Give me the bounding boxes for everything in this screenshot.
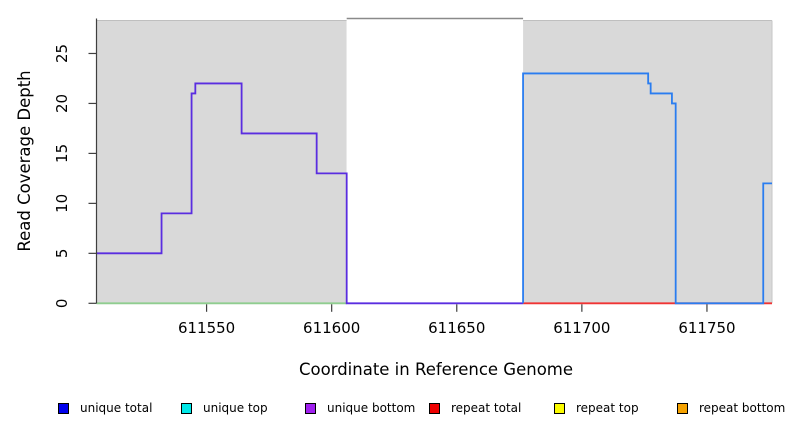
y-tick-label: 0 bbox=[53, 299, 71, 309]
y-tick-label: 15 bbox=[53, 144, 71, 163]
y-tick-label: 20 bbox=[53, 94, 71, 113]
x-axis-title: Coordinate in Reference Genome bbox=[299, 360, 573, 379]
series-unique-coverage-left-block bbox=[96, 82, 524, 305]
x-tick-label: 611650 bbox=[428, 319, 485, 337]
unshaded-region-middle bbox=[346, 20, 524, 304]
shaded-region-left bbox=[96, 20, 347, 304]
x-tick-label: 611750 bbox=[678, 319, 735, 337]
series-unique-coverage-right-block bbox=[522, 72, 772, 305]
y-tick-label: 25 bbox=[53, 44, 71, 63]
x-tick-label: 611550 bbox=[178, 319, 235, 337]
y-tick-label: 5 bbox=[53, 249, 71, 259]
x-tick-label: 611700 bbox=[553, 319, 610, 337]
x-tick-label: 611600 bbox=[303, 319, 360, 337]
y-tick-label: 10 bbox=[53, 194, 71, 213]
plot-area: 611550 611600 611650 611700 611750 0 5 10 15 20 25 bbox=[53, 17, 773, 337]
y-axis-title: Read Coverage Depth bbox=[15, 70, 34, 251]
shaded-region-right bbox=[523, 20, 772, 304]
